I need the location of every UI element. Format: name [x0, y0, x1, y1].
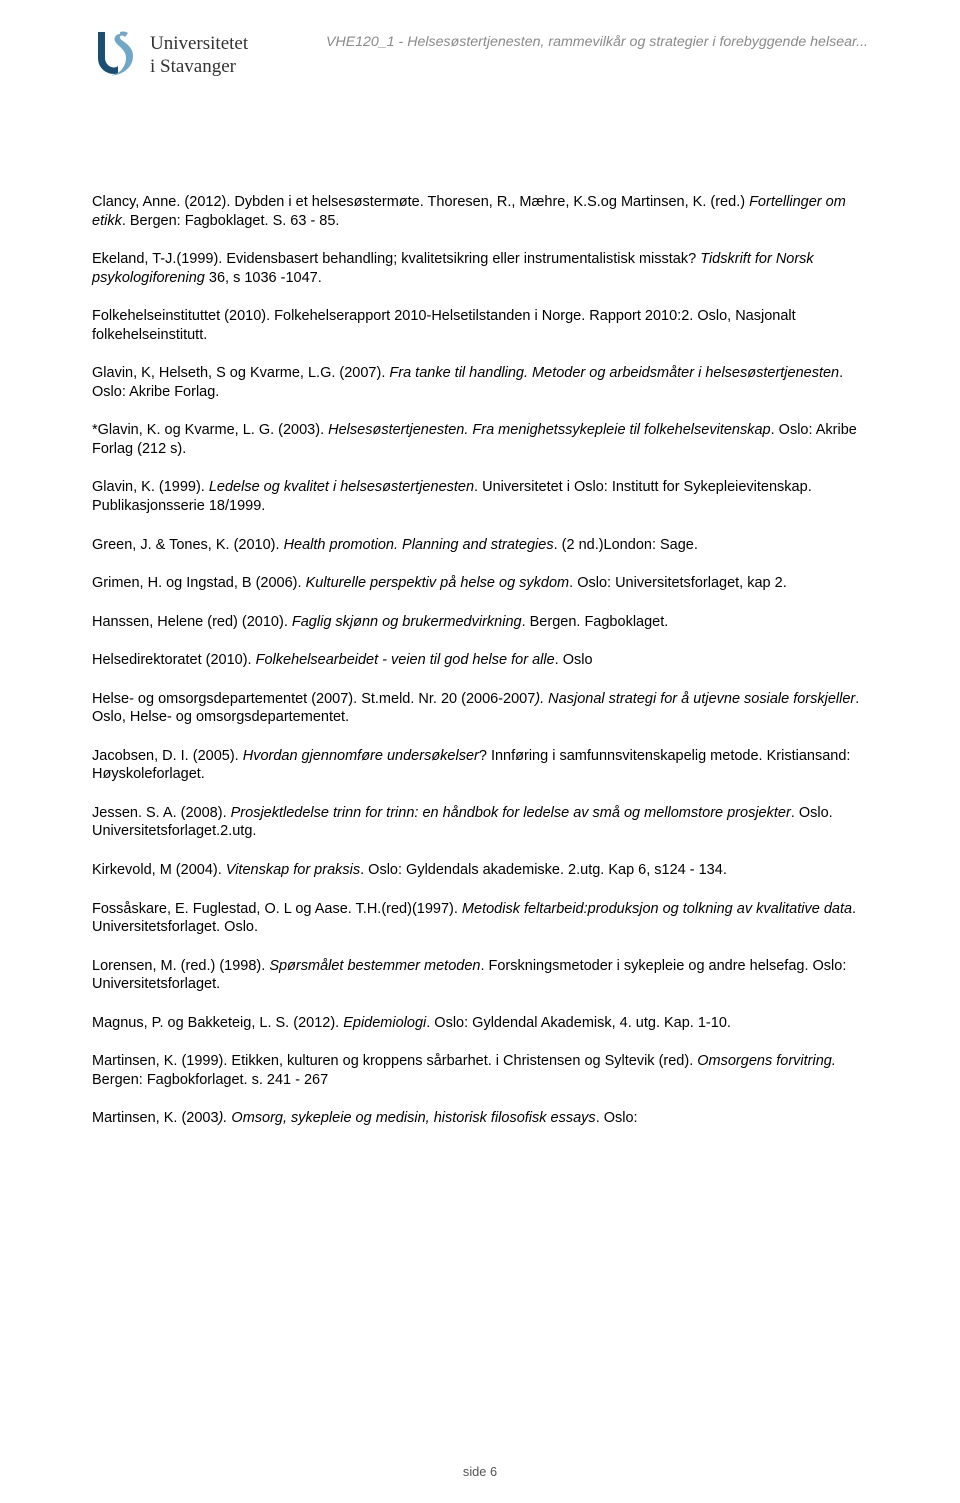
reference-pre: Ekeland, T-J.(1999). Evidensbasert behan… [92, 251, 700, 267]
reference-title: Kulturelle perspektiv på helse og sykdom [306, 575, 570, 591]
reference-post: . (2 nd.)London: Sage. [554, 537, 698, 553]
reference-post: Bergen: Fagbokforlaget. s. 241 - 267 [92, 1072, 328, 1088]
reference-entry: Glavin, K. (1999). Ledelse og kvalitet i… [92, 478, 868, 515]
reference-title: Helsesøstertjenesten. Fra menighetssykep… [328, 422, 770, 438]
reference-title: Health promotion. Planning and strategie… [284, 537, 554, 553]
reference-pre: Folkehelseinstituttet (2010). Folkehelse… [92, 308, 796, 343]
reference-post: . Oslo: Gyldendals akademiske. 2.utg. Ka… [360, 862, 727, 878]
reference-pre: Lorensen, M. (red.) (1998). [92, 958, 269, 974]
reference-list: Clancy, Anne. (2012). Dybden i et helses… [92, 193, 868, 1128]
reference-title: Ledelse og kvalitet i helsesøstertjenest… [209, 479, 474, 495]
institution-line1: Universitetet [150, 33, 248, 56]
reference-pre: Clancy, Anne. (2012). Dybden i et helses… [92, 194, 749, 210]
reference-entry: Martinsen, K. (1999). Etikken, kulturen … [92, 1052, 868, 1089]
reference-pre: Jacobsen, D. I. (2005). [92, 748, 243, 764]
page-header: Universitetet i Stavanger VHE120_1 - Hel… [92, 28, 868, 83]
document-page: Universitetet i Stavanger VHE120_1 - Hel… [0, 0, 960, 1503]
reference-title: Metodisk feltarbeid:produksjon og tolkni… [462, 901, 852, 917]
reference-entry: Ekeland, T-J.(1999). Evidensbasert behan… [92, 250, 868, 287]
reference-pre: Fossåskare, E. Fuglestad, O. L og Aase. … [92, 901, 462, 917]
reference-post: . Oslo: Gyldendal Akademisk, 4. utg. Kap… [426, 1015, 731, 1031]
reference-entry: Kirkevold, M (2004). Vitenskap for praks… [92, 861, 868, 880]
reference-entry: Glavin, K, Helseth, S og Kvarme, L.G. (2… [92, 364, 868, 401]
reference-entry: Helsedirektoratet (2010). Folkehelsearbe… [92, 651, 868, 670]
reference-entry: Grimen, H. og Ingstad, B (2006). Kulture… [92, 574, 868, 593]
reference-title: Fra tanke til handling. Metoder og arbei… [389, 365, 839, 381]
reference-title: ). Omsorg, sykepleie og medisin, histori… [219, 1110, 596, 1126]
reference-pre: Martinsen, K. (2003 [92, 1110, 219, 1126]
reference-entry: Green, J. & Tones, K. (2010). Health pro… [92, 536, 868, 555]
institution-logo-block: Universitetet i Stavanger [92, 28, 248, 83]
institution-line2: i Stavanger [150, 56, 248, 79]
reference-entry: Magnus, P. og Bakketeig, L. S. (2012). E… [92, 1014, 868, 1033]
reference-entry: Folkehelseinstituttet (2010). Folkehelse… [92, 307, 868, 344]
reference-title: Omsorgens forvitring. [697, 1053, 836, 1069]
reference-post: . Bergen: Fagboklaget. S. 63 - 85. [122, 213, 340, 229]
reference-post: . Oslo: [596, 1110, 638, 1126]
reference-pre: Grimen, H. og Ingstad, B (2006). [92, 575, 306, 591]
reference-pre: Green, J. & Tones, K. (2010). [92, 537, 284, 553]
reference-pre: Kirkevold, M (2004). [92, 862, 226, 878]
reference-pre: Glavin, K. (1999). [92, 479, 209, 495]
reference-pre: Hanssen, Helene (red) (2010). [92, 614, 292, 630]
reference-title: Folkehelsearbeidet - veien til god helse… [256, 652, 555, 668]
reference-pre: Helse- og omsorgsdepartementet (2007). S… [92, 691, 535, 707]
reference-title: Hvordan gjennomføre undersøkelser [243, 748, 479, 764]
reference-entry: *Glavin, K. og Kvarme, L. G. (2003). Hel… [92, 421, 868, 458]
reference-title: Prosjektledelse trinn for trinn: en hånd… [231, 805, 791, 821]
reference-entry: Hanssen, Helene (red) (2010). Faglig skj… [92, 613, 868, 632]
reference-post: . Bergen. Fagboklaget. [522, 614, 669, 630]
reference-title: Spørsmålet bestemmer metoden [269, 958, 480, 974]
reference-entry: Clancy, Anne. (2012). Dybden i et helses… [92, 193, 868, 230]
institution-name: Universitetet i Stavanger [150, 33, 248, 79]
reference-title: Faglig skjønn og brukermedvirkning [292, 614, 522, 630]
reference-title: Epidemiologi [343, 1015, 426, 1031]
reference-pre: *Glavin, K. og Kvarme, L. G. (2003). [92, 422, 328, 438]
page-footer: side 6 [0, 1464, 960, 1479]
reference-pre: Glavin, K, Helseth, S og Kvarme, L.G. (2… [92, 365, 389, 381]
reference-pre: Magnus, P. og Bakketeig, L. S. (2012). [92, 1015, 343, 1031]
reference-pre: Martinsen, K. (1999). Etikken, kulturen … [92, 1053, 697, 1069]
reference-entry: Jessen. S. A. (2008). Prosjektledelse tr… [92, 804, 868, 841]
reference-entry: Fossåskare, E. Fuglestad, O. L og Aase. … [92, 900, 868, 937]
reference-post: . Oslo [555, 652, 593, 668]
reference-post: 36, s 1036 -1047. [205, 270, 322, 286]
page-number: side 6 [463, 1464, 497, 1479]
course-title: VHE120_1 - Helsesøstertjenesten, rammevi… [326, 34, 868, 50]
reference-pre: Jessen. S. A. (2008). [92, 805, 231, 821]
reference-entry: Helse- og omsorgsdepartementet (2007). S… [92, 690, 868, 727]
reference-entry: Jacobsen, D. I. (2005). Hvordan gjennomf… [92, 747, 868, 784]
uis-logo-icon [92, 28, 140, 83]
reference-post: . Oslo: Universitetsforlaget, kap 2. [569, 575, 787, 591]
reference-title: Vitenskap for praksis [226, 862, 360, 878]
reference-pre: Helsedirektoratet (2010). [92, 652, 256, 668]
reference-entry: Lorensen, M. (red.) (1998). Spørsmålet b… [92, 957, 868, 994]
reference-entry: Martinsen, K. (2003). Omsorg, sykepleie … [92, 1109, 868, 1128]
reference-title: ). Nasjonal strategi for å utjevne sosia… [535, 691, 855, 707]
